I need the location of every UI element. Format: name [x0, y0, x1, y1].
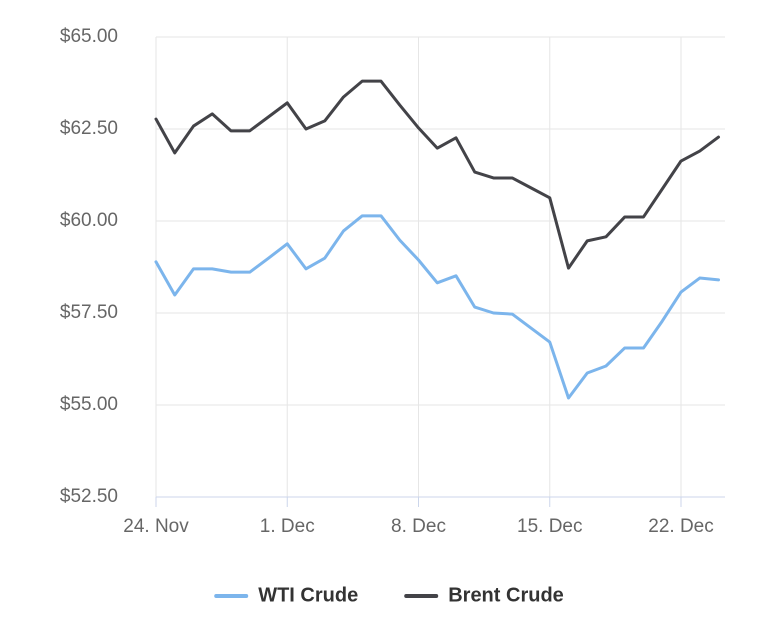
series-line — [154, 79, 720, 270]
legend: WTI Crude Brent Crude — [214, 584, 564, 606]
x-tick-label: 24. Nov — [123, 516, 189, 537]
x-tick-label: 22. Dec — [648, 516, 713, 537]
y-tick-label: $55.00 — [60, 394, 118, 415]
y-tick-label: $65.00 — [60, 26, 118, 47]
y-tick-label: $57.50 — [60, 302, 118, 323]
y-tick-label: $62.50 — [60, 118, 118, 139]
series-line — [154, 214, 720, 400]
x-tick-label: 15. Dec — [517, 516, 582, 537]
x-tick-label: 1. Dec — [260, 516, 315, 537]
legend-label: WTI Crude — [258, 584, 358, 606]
legend-label: Brent Crude — [448, 584, 564, 606]
y-tick-label: $52.50 — [60, 486, 118, 507]
x-tick-label: 8. Dec — [391, 516, 446, 537]
y-tick-label: $60.00 — [60, 210, 118, 231]
